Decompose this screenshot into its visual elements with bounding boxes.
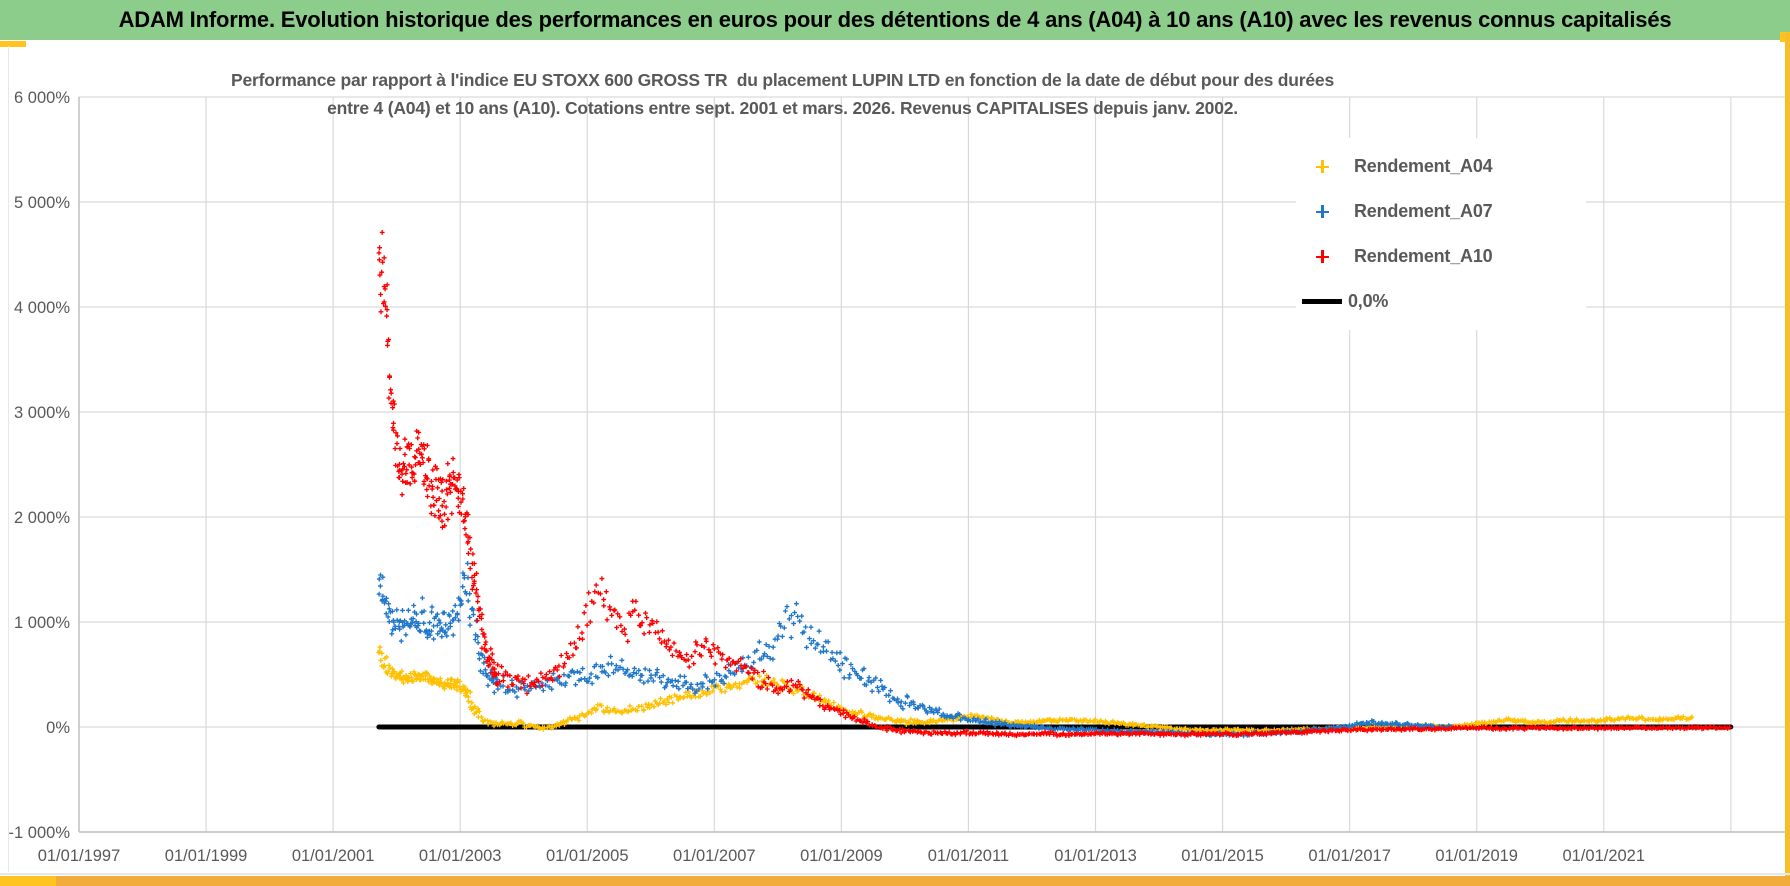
series-Rendement_A07 [376,561,1453,739]
legend-item-Rendement_A04[interactable]: Rendement_A04 [1296,144,1586,189]
legend-item-Rendement_A07[interactable]: Rendement_A07 [1296,189,1586,234]
x-tick-label: 01/01/2019 [1435,847,1518,865]
left-faint-gridline [8,46,9,872]
x-tick-label: 01/01/1999 [165,847,248,865]
legend-item-zero-line[interactable]: 0,0% [1296,279,1586,324]
chart-title-line2: entre 4 (A04) et 10 ans (A10). Cotations… [327,98,1238,118]
report-title: ADAM Informe. Evolution historique des p… [118,7,1672,32]
zero-line-icon [1302,299,1342,304]
axis-labels: 6 000% 5 000% 4 000% 3 000% 2 000% 1 000% 0% -1… [9,89,1646,865]
plus-marker-icon [1315,250,1329,263]
series-Rendement_A10 [376,230,1733,739]
chart-title-line1: Performance par rapport à l'indice EU ST… [231,70,1334,90]
x-tick-label: 01/01/2013 [1054,847,1137,865]
x-tick-label: 01/01/2011 [928,847,1009,865]
y-tick-label: 5 000% [14,194,70,212]
right-gold-border [1785,33,1790,876]
x-tick-label: 01/01/2009 [800,847,883,865]
x-tick-label: 01/01/2017 [1308,847,1391,865]
y-tick-label: -1 000% [9,824,71,842]
y-tick-label: 6 000% [14,89,70,107]
chart-title: Performance par rapport à l'indice EU ST… [215,66,1350,122]
gold-square-bottom-left [0,876,56,886]
gold-tab-top-left [0,41,26,47]
y-tick-label: 2 000% [14,509,70,527]
x-tick-label: 01/01/2003 [419,847,502,865]
plus-marker-icon [1315,160,1329,173]
x-tick-label: 01/01/2015 [1181,847,1264,865]
x-tick-label: 01/01/2007 [673,847,756,865]
y-tick-label: 4 000% [14,299,70,317]
series-Rendement_A04 [376,644,1695,735]
report-title-bar: ADAM Informe. Evolution historique des p… [0,0,1790,40]
legend-item-Rendement_A10[interactable]: Rendement_A10 [1296,234,1586,279]
legend-label: 0,0% [1348,291,1389,311]
y-tick-label: 1 000% [14,614,70,632]
y-tick-label: 0% [46,719,70,737]
legend-label: Rendement_A04 [1354,156,1493,176]
y-tick-label: 3 000% [14,404,70,422]
bottom-gray-line [0,873,1790,875]
x-tick-label: 01/01/2005 [546,847,629,865]
plus-marker-icon [1315,205,1329,218]
bottom-gold-strip [0,876,1790,886]
legend-label: Rendement_A07 [1354,201,1493,221]
x-tick-label: 01/01/2021 [1562,847,1645,865]
x-tick-label: 01/01/1997 [38,847,121,865]
x-tick-label: 01/01/2001 [292,847,375,865]
legend-label: Rendement_A10 [1354,246,1493,266]
chart-legend[interactable]: Rendement_A04 Rendement_A07 Rendement_A10 0… [1296,138,1586,330]
